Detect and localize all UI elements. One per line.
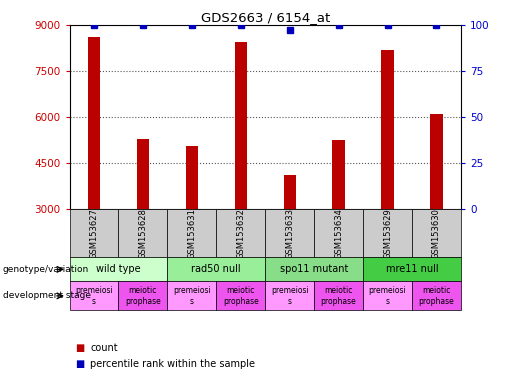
Bar — [167, 257, 265, 281]
Text: meiotic
prophase: meiotic prophase — [419, 286, 454, 306]
Text: meiotic
prophase: meiotic prophase — [223, 286, 259, 306]
Bar — [70, 209, 118, 257]
Text: spo11 mutant: spo11 mutant — [280, 264, 348, 275]
Text: rad50 null: rad50 null — [192, 264, 241, 275]
Bar — [70, 281, 118, 310]
Text: ■: ■ — [75, 359, 84, 369]
Text: GSM153630: GSM153630 — [432, 208, 441, 259]
Bar — [186, 146, 198, 209]
Bar — [216, 281, 265, 310]
Title: GDS2663 / 6154_at: GDS2663 / 6154_at — [201, 11, 330, 24]
Text: meiotic
prophase: meiotic prophase — [125, 286, 161, 306]
Text: premeiosi
s: premeiosi s — [173, 286, 211, 306]
Bar — [363, 209, 412, 257]
Bar — [265, 281, 314, 310]
Bar — [118, 281, 167, 310]
Bar — [363, 281, 412, 310]
Bar — [137, 139, 149, 209]
Text: premeiosi
s: premeiosi s — [271, 286, 308, 306]
Bar — [265, 257, 363, 281]
Bar — [363, 257, 461, 281]
Text: GSM153627: GSM153627 — [90, 208, 98, 259]
Bar — [167, 209, 216, 257]
Text: wild type: wild type — [96, 264, 141, 275]
Text: development stage: development stage — [3, 291, 91, 300]
Bar — [314, 281, 363, 310]
Bar — [412, 281, 461, 310]
Bar — [431, 114, 442, 209]
Bar — [284, 175, 296, 209]
Bar — [88, 37, 100, 209]
Text: premeiosi
s: premeiosi s — [369, 286, 406, 306]
Bar — [265, 209, 314, 257]
Bar — [382, 50, 393, 209]
Text: ■: ■ — [75, 343, 84, 353]
Bar — [333, 140, 345, 209]
Bar — [235, 42, 247, 209]
Text: count: count — [90, 343, 118, 353]
Text: mre11 null: mre11 null — [386, 264, 438, 275]
Bar — [70, 257, 167, 281]
Bar — [167, 281, 216, 310]
Text: GSM153628: GSM153628 — [139, 208, 147, 259]
Bar — [216, 209, 265, 257]
Text: percentile rank within the sample: percentile rank within the sample — [90, 359, 255, 369]
Bar — [314, 209, 363, 257]
Bar — [412, 209, 461, 257]
Text: genotype/variation: genotype/variation — [3, 265, 89, 274]
Text: GSM153633: GSM153633 — [285, 208, 294, 259]
Text: premeiosi
s: premeiosi s — [75, 286, 113, 306]
Text: GSM153634: GSM153634 — [334, 208, 343, 259]
Text: GSM153632: GSM153632 — [236, 208, 245, 259]
Text: GSM153631: GSM153631 — [187, 208, 196, 259]
Text: meiotic
prophase: meiotic prophase — [321, 286, 356, 306]
Bar — [118, 209, 167, 257]
Text: GSM153629: GSM153629 — [383, 208, 392, 259]
